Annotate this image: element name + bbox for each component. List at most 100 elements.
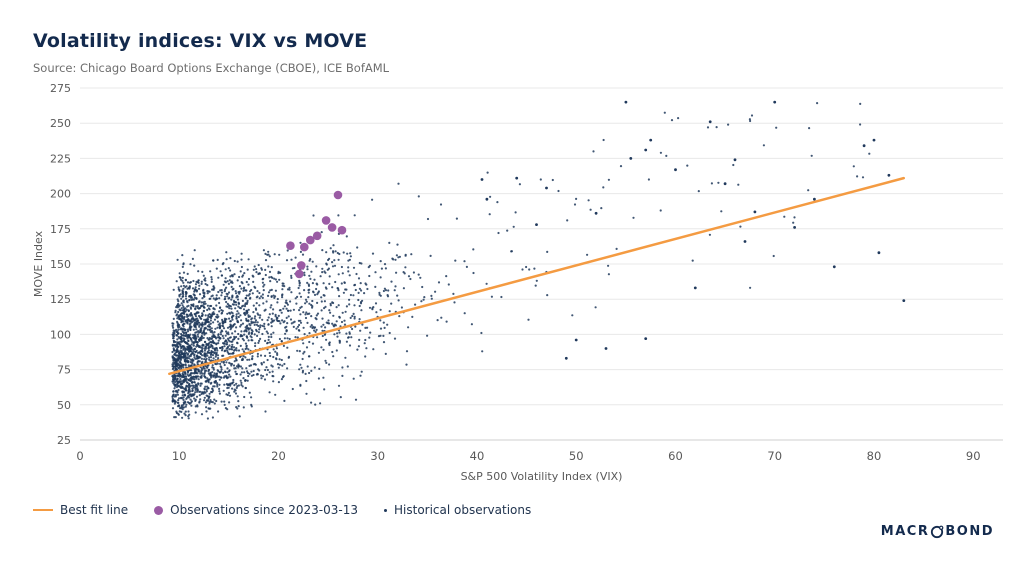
historical-observation-point xyxy=(465,265,468,268)
historical-observation-point xyxy=(208,356,211,359)
historical-observation-point xyxy=(171,350,174,354)
historical-observation-point xyxy=(178,365,181,368)
historical-observation-point xyxy=(607,264,610,267)
historical-observation-point xyxy=(289,300,292,303)
historical-observation-point xyxy=(237,364,240,367)
historical-observation-point xyxy=(209,340,212,343)
historical-observation-point xyxy=(208,323,211,326)
historical-observation-point xyxy=(331,322,334,325)
historical-observation-point xyxy=(175,386,179,389)
historical-observation-point xyxy=(257,341,260,344)
historical-observation-point xyxy=(229,352,233,355)
historical-observation-point xyxy=(306,321,309,324)
historical-observation-point xyxy=(320,296,323,299)
historical-observation-point xyxy=(177,286,180,289)
historical-observation-point xyxy=(352,294,355,297)
historical-observation-point xyxy=(420,300,423,303)
historical-observation-point xyxy=(343,323,347,326)
historical-observation-point xyxy=(275,358,278,361)
historical-observation-point xyxy=(359,282,362,285)
historical-observation-point xyxy=(297,286,300,290)
historical-observation-point xyxy=(231,343,234,346)
historical-observation-point xyxy=(472,248,475,251)
historical-observation-point xyxy=(215,304,218,307)
historical-observation-point xyxy=(298,281,301,284)
historical-observation-point xyxy=(278,337,281,341)
historical-observation-point xyxy=(199,372,202,375)
historical-observation-point xyxy=(182,337,185,340)
historical-observation-point xyxy=(200,301,203,304)
historical-observation-point xyxy=(206,399,209,402)
historical-observation-point xyxy=(733,158,737,162)
historical-observation-point xyxy=(201,372,204,375)
historical-observation-point xyxy=(359,374,362,377)
historical-observation-point xyxy=(325,321,328,324)
historical-observation-point xyxy=(260,374,263,377)
historical-observation-point xyxy=(171,365,174,368)
historical-observation-point xyxy=(224,339,227,343)
historical-observation-point xyxy=(183,307,186,310)
historical-observation-point xyxy=(222,389,225,392)
historical-observation-point xyxy=(274,315,277,318)
historical-observation-point xyxy=(348,344,352,347)
historical-observation-point xyxy=(236,341,239,344)
historical-observation-point xyxy=(225,383,228,386)
historical-observation-point xyxy=(228,394,232,397)
historical-observation-point xyxy=(172,326,175,329)
historical-observation-point xyxy=(197,270,200,273)
historical-observation-point xyxy=(624,100,628,104)
historical-observation-point xyxy=(206,292,209,295)
historical-observation-point xyxy=(301,253,305,256)
historical-observation-point xyxy=(248,297,252,300)
historical-observation-point xyxy=(191,358,194,361)
legend-item-recent-observations[interactable]: Observations since 2023-03-13 xyxy=(154,503,358,517)
historical-observation-point xyxy=(202,302,206,306)
historical-observation-point xyxy=(190,404,193,407)
historical-observation-point xyxy=(204,355,207,358)
historical-observation-point xyxy=(352,312,355,315)
chart-legend: Best fit line Observations since 2023-03… xyxy=(33,503,531,517)
historical-observation-point xyxy=(182,325,185,328)
historical-observation-point xyxy=(202,344,205,347)
historical-observation-point xyxy=(258,328,261,331)
historical-observation-point xyxy=(285,259,289,262)
historical-observation-point xyxy=(179,378,182,381)
historical-observation-point xyxy=(338,316,341,319)
historical-observation-point xyxy=(194,411,197,414)
historical-observation-point xyxy=(262,249,265,252)
historical-observation-point xyxy=(252,268,255,271)
historical-observation-point xyxy=(328,257,331,260)
historical-observation-point xyxy=(253,317,256,320)
historical-observation-point xyxy=(285,329,288,332)
historical-observation-point xyxy=(234,370,237,373)
historical-observation-point xyxy=(187,360,190,363)
historical-observation-point xyxy=(210,327,213,330)
historical-observation-point xyxy=(240,323,243,326)
legend-item-best-fit[interactable]: Best fit line xyxy=(33,503,128,517)
historical-observation-point xyxy=(267,335,270,338)
x-tick-label: 70 xyxy=(767,449,782,463)
historical-observation-point xyxy=(275,347,278,350)
historical-observation-point xyxy=(237,337,240,340)
x-tick-label: 40 xyxy=(470,449,485,463)
historical-observation-point xyxy=(194,308,197,311)
historical-observation-point xyxy=(677,117,680,120)
historical-observation-point xyxy=(212,368,215,371)
macrobond-logo: MACR BOND xyxy=(881,524,994,539)
recent-observation-point xyxy=(306,235,315,245)
historical-observation-point xyxy=(262,285,265,288)
historical-observation-point xyxy=(227,386,230,389)
historical-observation-point xyxy=(311,282,314,285)
historical-observation-point xyxy=(287,355,291,358)
historical-observation-point xyxy=(306,281,309,284)
historical-observation-point xyxy=(181,295,185,298)
historical-observation-point xyxy=(187,417,190,420)
historical-observation-point xyxy=(245,344,248,347)
historical-observation-point xyxy=(265,330,268,333)
historical-observation-point xyxy=(302,326,305,329)
historical-observation-point xyxy=(201,360,204,363)
historical-observation-point xyxy=(298,323,301,327)
legend-item-historical-observations[interactable]: Historical observations xyxy=(384,503,531,517)
historical-observation-point xyxy=(267,294,270,297)
historical-observation-point xyxy=(187,410,190,413)
